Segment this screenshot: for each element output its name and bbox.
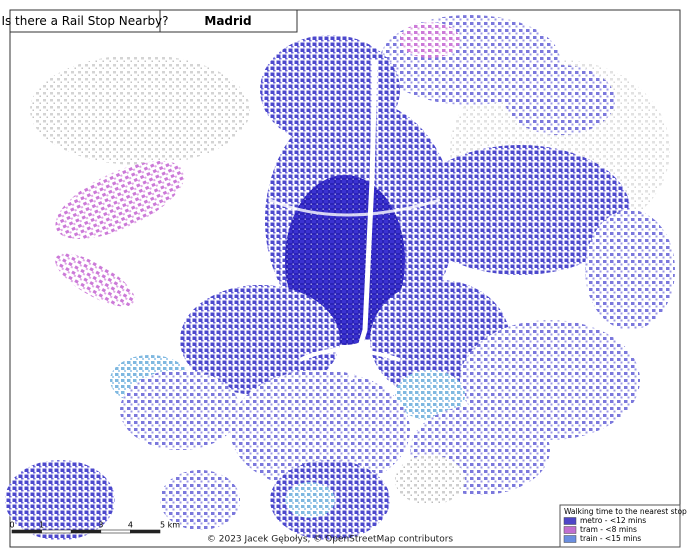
scale-segment (41, 529, 72, 534)
scale-label: 1 (39, 521, 44, 530)
map-areas (5, 15, 675, 540)
legend-swatch (563, 517, 577, 525)
scale-label: 3 (98, 521, 103, 530)
legend-label: tram - <8 mins (580, 525, 637, 534)
scale-label: 0 (9, 521, 14, 530)
legend: Walking time to the nearest stop metro -… (559, 504, 687, 548)
scale-label: 4 (128, 521, 133, 530)
title-box: Is there a Rail Stop Nearby? Madrid (1, 9, 298, 33)
attribution: © 2023 Jacek Gębołys, © OpenStreetMap co… (207, 535, 454, 545)
legend-swatch (563, 535, 577, 543)
scale-bar: 0 1 3 4 5 km (9, 521, 180, 534)
city-name: Madrid (204, 14, 251, 28)
scale-label: 5 km (160, 521, 180, 530)
legend-label: metro - <12 mins (580, 516, 646, 525)
scale-segment (100, 529, 131, 534)
map-title: Is there a Rail Stop Nearby? (1, 14, 168, 28)
legend-swatch (563, 526, 577, 534)
scale-segment (130, 529, 161, 534)
legend-title: Walking time to the nearest stop (564, 507, 687, 516)
scale-segment (11, 529, 42, 534)
legend-label: train - <15 mins (580, 534, 641, 543)
scale-segment (70, 529, 102, 534)
